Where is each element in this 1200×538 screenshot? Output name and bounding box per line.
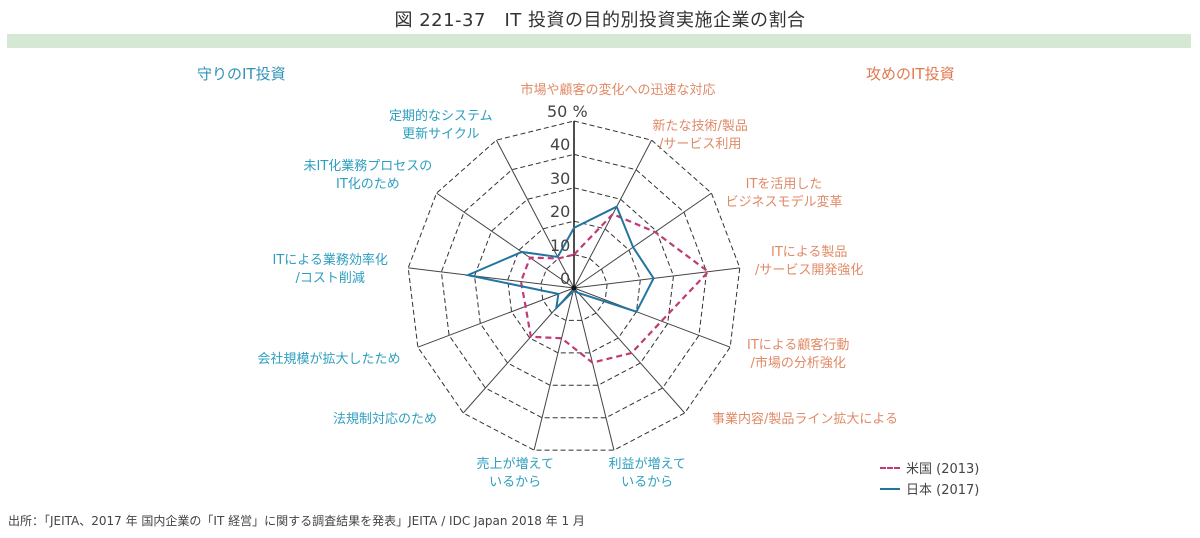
axis-label: 未IT化業務プロセスの IT化のため — [303, 159, 433, 192]
tick-label: 30 — [550, 168, 571, 188]
radar-series — [464, 205, 710, 364]
series-jp — [464, 205, 655, 313]
chart-title: 図 221-37 IT 投資の目的別投資実施企業の割合 — [394, 10, 806, 31]
axis-label: 会社規模が拡大したため — [257, 352, 401, 367]
radar-grid — [407, 120, 741, 451]
tick-label: 10 — [550, 235, 571, 255]
dashed-line-icon — [880, 466, 900, 469]
legend-item-jp: 日本 (2017) — [880, 478, 979, 499]
section-label-offensive: 攻めのIT投資 — [866, 65, 955, 83]
axis-label: 売上が増えて いるから — [476, 457, 554, 490]
axis-label: 新たな技術/製品/サービス利用 — [652, 119, 748, 152]
axis-label: 利益が増えて いるから — [608, 457, 686, 490]
axis-label: ITによる顧客行動/市場の分析強化 — [747, 338, 850, 371]
tick-label: 50 % — [547, 102, 588, 121]
tick-label: 20 — [550, 202, 571, 222]
section-label-defensive: 守りのIT投資 — [197, 65, 286, 83]
axis-label: 定期的なシステム 更新サイクル — [389, 109, 493, 142]
tick-label: 0 — [560, 269, 571, 288]
axis-label: ITによる製品/サービス開発強化 — [755, 245, 864, 278]
legend-label-jp: 日本 (2017) — [906, 483, 980, 498]
title-band — [7, 34, 1191, 48]
series-us — [519, 212, 710, 364]
legend-label-us: 米国 (2013) — [906, 462, 980, 477]
axis-label: 事業内容/製品ライン拡大による — [712, 412, 898, 427]
axis-label: ITによる業務効率化/コスト削減 — [272, 253, 388, 286]
axis-label: 法規制対応のため — [333, 412, 438, 427]
axis-label: ITを活用した ビジネスモデル変革 — [725, 177, 843, 210]
axis-label: 市場や顧客の変化への迅速な対応 — [520, 83, 716, 98]
legend: 米国 (2013) 日本 (2017) — [880, 457, 979, 499]
source-note: 出所：「JEITA、2017 年 国内企業の「IT 経営」に関する調査結果を発表… — [8, 514, 585, 528]
legend-item-us: 米国 (2013) — [880, 457, 979, 478]
tick-label: 40 — [550, 135, 571, 155]
solid-line-icon — [880, 487, 900, 490]
